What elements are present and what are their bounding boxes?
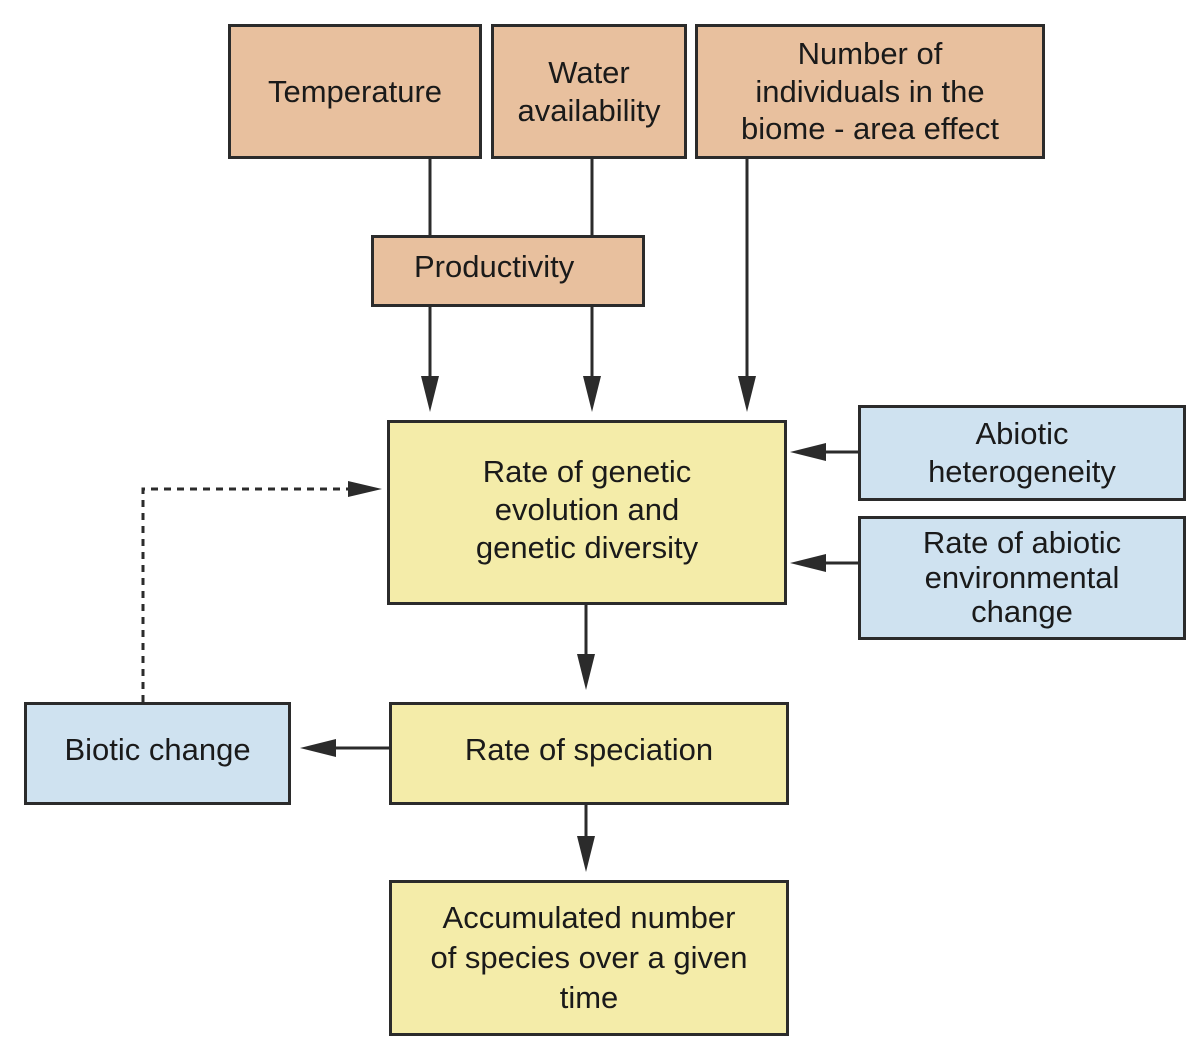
node-abiotic-heterogeneity: Abiotic heterogeneity: [858, 405, 1186, 501]
node-accumulated-species: Accumulated number of species over a giv…: [389, 880, 789, 1036]
node-productivity: Productivity: [371, 235, 645, 307]
arrowhead-speciation-accumulated: [577, 836, 595, 872]
arrowhead-heterogeneity-genetic: [790, 443, 826, 461]
node-rate-of-genetic-evolution: Rate of genetic evolution and genetic di…: [387, 420, 787, 605]
arrowhead-productivity-genetic-right: [583, 376, 601, 412]
node-biotic-change: Biotic change: [24, 702, 291, 805]
arrowhead-biotic-genetic-dashed: [348, 481, 382, 497]
edge-biotic-genetic-dashed: [141, 487, 352, 702]
arrowhead-productivity-genetic-left: [421, 376, 439, 412]
node-water-availability: Water availability: [491, 24, 687, 159]
arrowhead-genetic-speciation: [577, 654, 595, 690]
node-rate-of-speciation: Rate of speciation: [389, 702, 789, 805]
node-temperature: Temperature: [228, 24, 482, 159]
arrowhead-speciation-biotic: [300, 739, 336, 757]
node-number-of-individuals: Number of individuals in the biome - are…: [695, 24, 1045, 159]
arrowhead-individuals-genetic: [738, 376, 756, 412]
arrowhead-abiotic-change-genetic: [790, 554, 826, 572]
node-rate-of-abiotic-change: Rate of abiotic environmental change: [858, 516, 1186, 640]
